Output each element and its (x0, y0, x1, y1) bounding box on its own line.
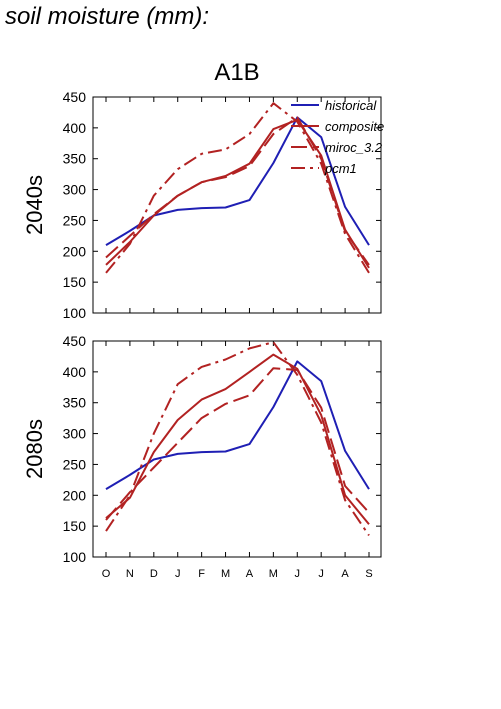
series-line-pcm1 (105, 102, 370, 274)
x-tick-label: J (318, 568, 324, 580)
series-line-composite (105, 353, 370, 525)
x-tick-label: N (126, 568, 134, 580)
y-tick-label: 450 (63, 89, 87, 105)
y-tick-label: 150 (63, 274, 87, 290)
y-tick-label: 400 (63, 364, 87, 380)
y-tick-label: 350 (63, 151, 87, 167)
y-tick-label: 250 (63, 456, 87, 472)
panel-label: 2080s (22, 419, 47, 479)
series-line-historical (105, 360, 370, 490)
x-tick-label: A (246, 568, 254, 580)
page-title: soil moisture (mm): (5, 3, 210, 30)
plot-frame (92, 96, 382, 314)
y-tick-label: 100 (63, 305, 87, 321)
y-tick-label: 200 (63, 243, 87, 259)
x-tick-label: J (295, 568, 301, 580)
y-tick-label: 450 (63, 333, 87, 349)
legend-label: historical (325, 98, 377, 113)
y-tick-label: 250 (63, 212, 87, 228)
x-tick-label: F (198, 568, 205, 580)
x-tick-label: M (221, 568, 230, 580)
chart-panels: 100 150 200 250 300 350 400 450 2040s historical c… (22, 89, 384, 580)
x-tick-label: D (150, 568, 158, 580)
chart-panel-2040s: 100 150 200 250 300 350 400 450 2040s historical c… (22, 89, 384, 321)
legend-label: pcm1 (324, 161, 357, 176)
y-tick-label: 300 (63, 426, 87, 442)
legend: historical composite miroc_3.2 pcm1 (291, 98, 384, 176)
scenario-title: A1B (214, 59, 259, 86)
legend-label: composite (325, 119, 384, 134)
legend-label: miroc_3.2 (325, 140, 383, 155)
y-tick-label: 100 (63, 549, 87, 565)
series-line-pcm1 (105, 341, 370, 536)
x-tick-label: O (102, 568, 111, 580)
chart-panel-2080s: 100 150 200 250 300 350 400 450 O N D J F M A M J J A S 2080… (22, 333, 382, 580)
panel-label: 2040s (22, 175, 47, 235)
series-line-miroc-3-2 (105, 116, 370, 266)
x-tick-label: M (269, 568, 278, 580)
y-tick-label: 400 (63, 120, 87, 136)
x-tick-label: J (175, 568, 181, 580)
y-tick-label: 200 (63, 487, 87, 503)
y-tick-label: 150 (63, 518, 87, 534)
y-tick-label: 300 (63, 182, 87, 198)
x-tick-label: S (365, 568, 372, 580)
x-tick-label: A (341, 568, 349, 580)
plot-frame (92, 340, 382, 558)
y-tick-label: 350 (63, 395, 87, 411)
series-line-miroc-3-2 (105, 367, 370, 521)
